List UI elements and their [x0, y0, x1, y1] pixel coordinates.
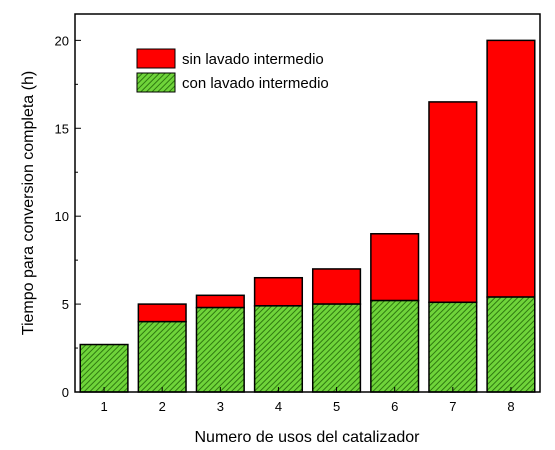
bar-con-lavado-1	[79, 343, 129, 393]
x-axis-title: Numero de usos del catalizador	[194, 429, 420, 446]
bar-sin-lavado-7	[428, 101, 478, 304]
x-tick-label: 7	[449, 399, 456, 414]
bar-con-lavado-5	[311, 303, 362, 393]
x-tick-label: 3	[217, 399, 224, 414]
bar-con-lavado-7	[428, 301, 478, 393]
x-tick-label: 2	[159, 399, 166, 414]
legend: sin lavado intermedio con lavado interme…	[136, 48, 329, 93]
x-tick-label: 6	[391, 399, 398, 414]
x-tick-label: 8	[507, 399, 514, 414]
bar-con-lavado-3	[195, 306, 245, 393]
bars-layer	[79, 39, 536, 393]
x-tick-label: 4	[275, 399, 282, 414]
bar-sin-lavado-3	[195, 294, 245, 309]
x-tick-label: 5	[333, 399, 340, 414]
legend-label-sin-lavado: sin lavado intermedio	[182, 51, 324, 68]
y-tick-label: 0	[62, 385, 69, 400]
bar-con-lavado-6	[370, 299, 420, 393]
bar-con-lavado-8	[486, 296, 536, 393]
legend-swatch-sin-lavado	[136, 48, 176, 69]
bar-sin-lavado-4	[253, 276, 304, 307]
y-tick-label: 10	[55, 209, 69, 224]
legend-label-con-lavado: con lavado intermedio	[182, 75, 329, 92]
bar-sin-lavado-2	[137, 303, 187, 323]
axis-ticks: 1 2 3 4 5 6 7 8 0 5 10 15 20	[55, 33, 515, 414]
bar-con-lavado-2	[137, 320, 187, 393]
y-tick-label: 20	[55, 33, 69, 48]
x-tick-label: 1	[100, 399, 107, 414]
bar-sin-lavado-6	[370, 233, 420, 302]
y-axis-title: Tiempo para conversion completa (h)	[20, 71, 37, 335]
bar-sin-lavado-8	[486, 39, 536, 298]
y-tick-label: 5	[62, 297, 69, 312]
plot-frame	[74, 13, 541, 393]
bar-sin-lavado-5	[311, 268, 362, 305]
y-tick-label: 15	[55, 121, 69, 136]
legend-swatch-con-lavado	[136, 72, 176, 93]
bar-con-lavado-4	[253, 305, 304, 393]
